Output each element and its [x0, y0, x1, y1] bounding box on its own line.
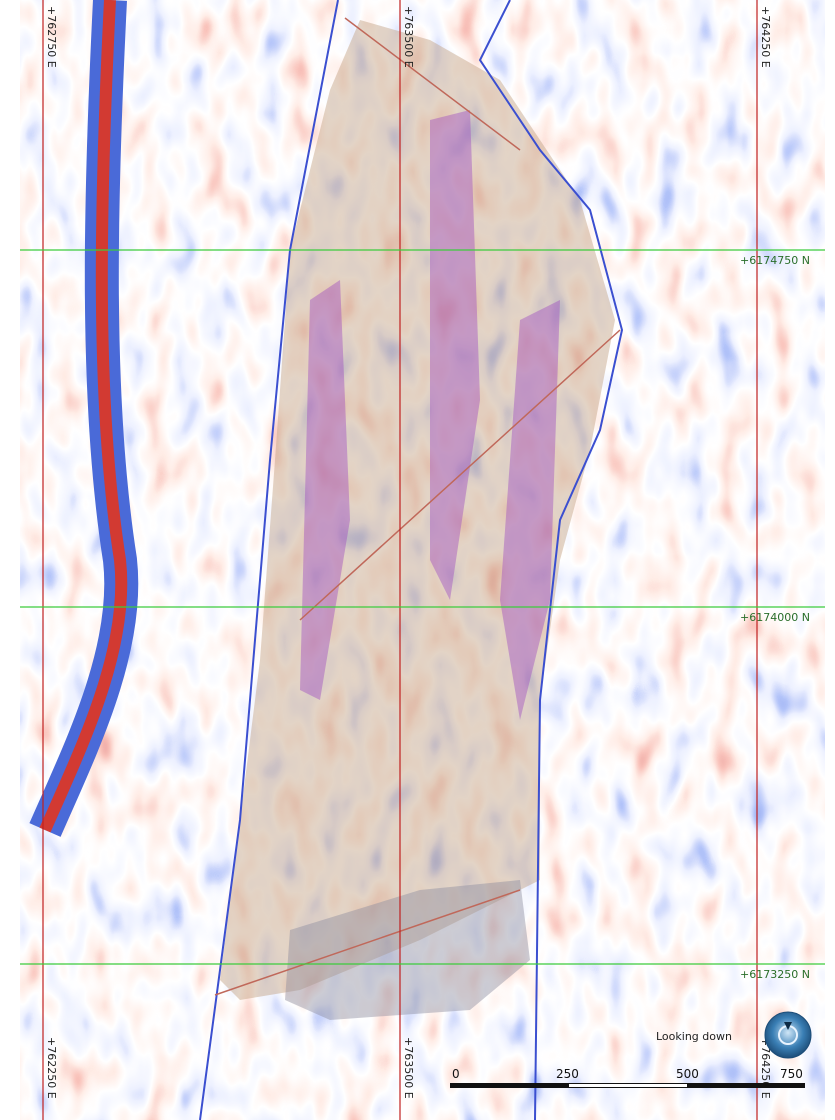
- easting-label: +763500 E: [402, 1037, 415, 1099]
- northing-label: +6174750 N: [740, 254, 810, 267]
- scale-label: 500: [676, 1067, 699, 1081]
- scale-label: 0: [452, 1067, 460, 1081]
- view-label: Looking down: [656, 1030, 732, 1043]
- scale-label: 750: [780, 1067, 803, 1081]
- easting-label: +764250 E: [759, 6, 772, 68]
- compass[interactable]: [765, 1012, 811, 1058]
- northing-label: +6174000 N: [740, 611, 810, 624]
- easting-label: +763500 E: [402, 6, 415, 68]
- northing-label: +6173250 N: [740, 968, 810, 981]
- easting-label: +762250 E: [45, 1037, 58, 1099]
- easting-label: +762750 E: [45, 6, 58, 68]
- scale-label: 250: [556, 1067, 579, 1081]
- map-view: +762750 E +763500 E +764250 E +762250 E …: [0, 0, 835, 1120]
